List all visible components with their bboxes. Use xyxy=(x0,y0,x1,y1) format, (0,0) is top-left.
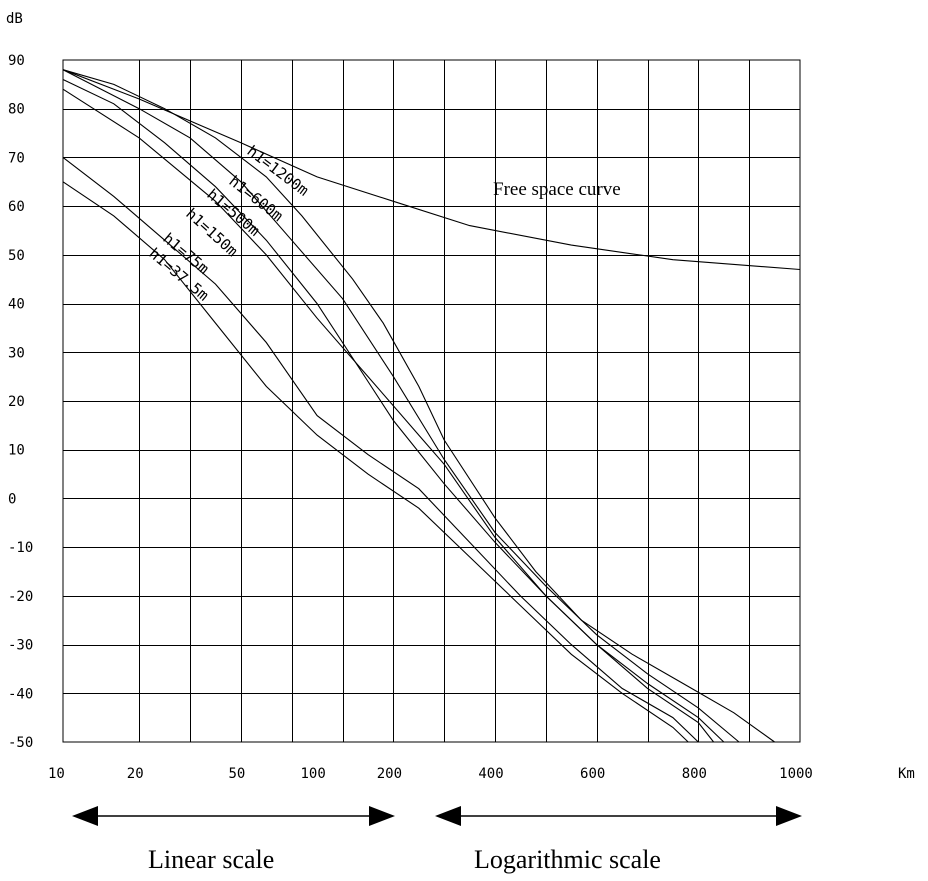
curve-h1-75m xyxy=(62,156,699,743)
y-tick-label: -10 xyxy=(8,540,33,556)
x-tick-label: 10 xyxy=(48,766,65,782)
y-tick-label: 90 xyxy=(8,53,25,69)
linear-scale-label: Linear scale xyxy=(148,845,274,874)
x-axis-ticks: 10 20 50 100 200 400 600 800 1000 xyxy=(48,766,813,782)
y-tick-label: 40 xyxy=(8,297,25,313)
x-tick-label: 100 xyxy=(300,766,325,782)
y-tick-label: -20 xyxy=(8,589,33,605)
x-tick-label: 600 xyxy=(580,766,605,782)
y-axis-label: dB xyxy=(6,11,23,27)
y-tick-label: 20 xyxy=(8,394,25,410)
curves xyxy=(62,69,801,743)
x-tick-label: 200 xyxy=(377,766,402,782)
y-tick-label: 0 xyxy=(8,491,16,507)
y-tick-label: 80 xyxy=(8,102,25,118)
x-tick-label: 50 xyxy=(228,766,245,782)
y-tick-label: -40 xyxy=(8,686,33,702)
y-tick-label: -30 xyxy=(8,638,33,654)
y-tick-label: 60 xyxy=(8,199,25,215)
x-axis-unit: Km xyxy=(898,766,915,782)
linear-scale-arrow xyxy=(72,806,395,826)
x-tick-label: 20 xyxy=(127,766,144,782)
y-tick-label: 30 xyxy=(8,345,25,361)
y-tick-label: 70 xyxy=(8,150,25,166)
y-tick-label: 50 xyxy=(8,248,25,264)
curve-h1-500m xyxy=(62,79,725,743)
x-tick-label: 1000 xyxy=(779,766,813,782)
curve-h1-600m xyxy=(62,69,740,743)
x-tick-label: 800 xyxy=(682,766,707,782)
curve-h1-150m xyxy=(62,88,715,743)
curve-h1-1200m xyxy=(62,69,775,743)
free-space-annotation: Free space curve xyxy=(493,179,621,200)
logarithmic-scale-arrow xyxy=(435,806,802,826)
curve-h1-37-5m xyxy=(62,181,689,743)
logarithmic-scale-label: Logarithmic scale xyxy=(474,845,661,874)
y-axis-ticks: 90 80 70 60 50 40 30 20 10 0 -10 -20 -30 -40 -50 xyxy=(8,53,33,751)
x-tick-label: 400 xyxy=(478,766,503,782)
grid xyxy=(62,59,801,743)
y-tick-label: 10 xyxy=(8,443,25,459)
y-tick-label: -50 xyxy=(8,735,33,751)
